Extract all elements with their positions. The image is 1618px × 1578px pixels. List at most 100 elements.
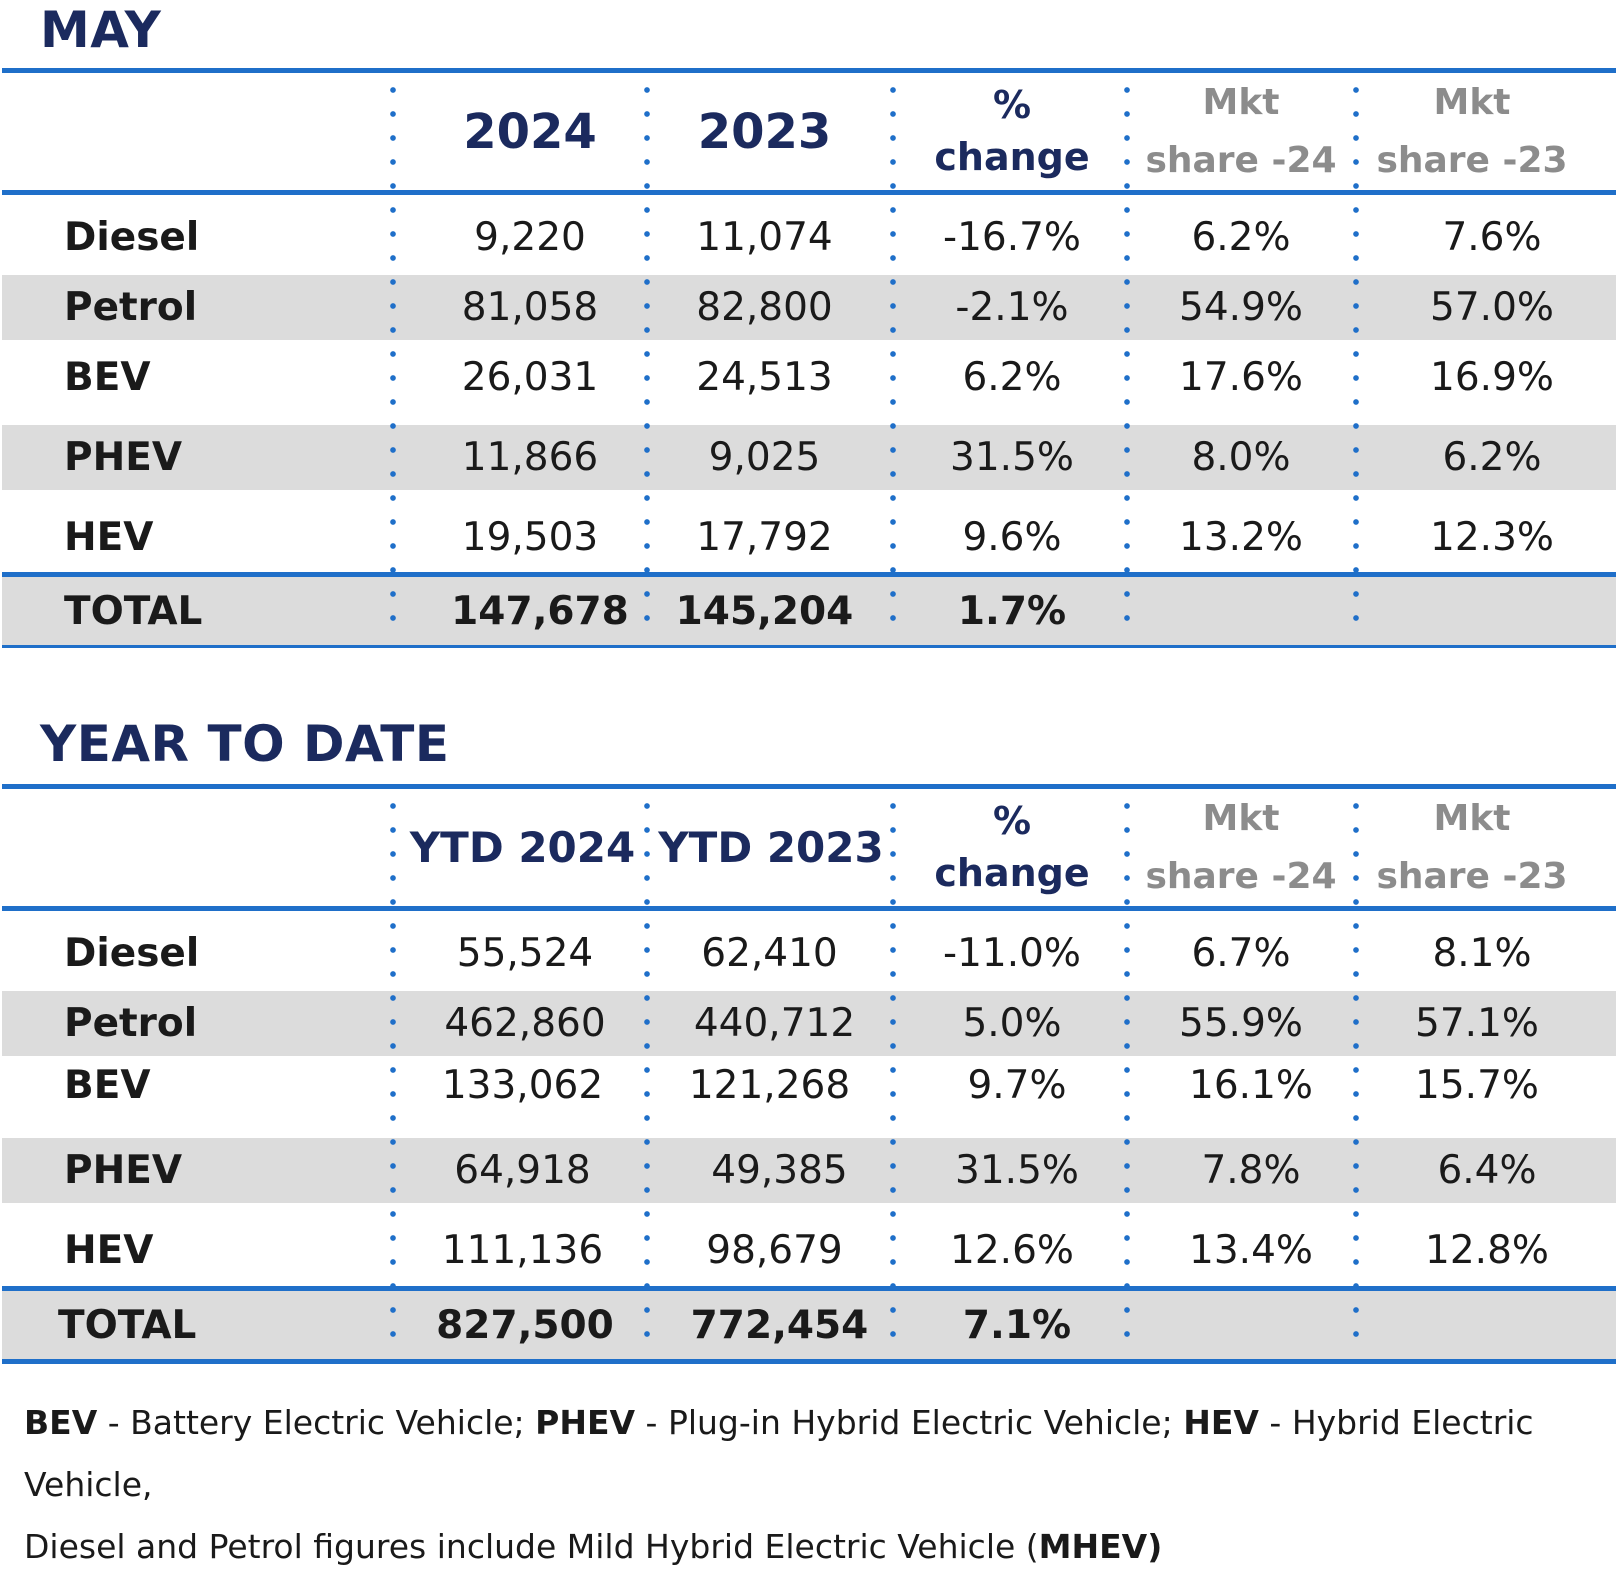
value-2024: 81,058 [461, 285, 599, 330]
col-header-change: % change [897, 73, 1127, 190]
total-top-rule [2, 572, 1616, 577]
value-change: -2.1% [955, 285, 1069, 330]
value-share-23: 57.0% [1430, 285, 1554, 330]
footnote-line2-end: ) [1147, 1527, 1163, 1566]
footnote-phev-abbr: PHEV [535, 1403, 636, 1442]
col-header-share-24-line1: Mkt [1202, 81, 1280, 123]
value-share-23: 12.8% [1425, 1228, 1549, 1273]
col-header-share-24: Mkt share -24 [1127, 73, 1355, 190]
value-ytd-2024: 55,524 [456, 931, 594, 976]
footnote-bev-abbr: BEV [24, 1403, 98, 1442]
col-header-share-24-line2: share -24 [1145, 139, 1337, 181]
col-header-change-line2: change [934, 134, 1090, 179]
column-divider [644, 78, 650, 638]
value-share-24: 6.7% [1191, 931, 1291, 976]
column-divider [1124, 794, 1130, 1354]
column-divider [390, 78, 396, 638]
value-ytd-2024: 64,918 [454, 1148, 591, 1193]
footnote-hev-abbr: HEV [1183, 1403, 1259, 1442]
table-row-diesel: Diesel 9,220 11,074 -16.7% 6.2% 7.6% [2, 200, 1616, 275]
col-header-change-line1: % [992, 799, 1032, 844]
row-label: PHEV [64, 1148, 183, 1193]
table-row-hev: HEV 19,503 17,792 9.6% 13.2% 12.3% [2, 500, 1616, 575]
total-change: 7.1% [962, 1302, 1072, 1348]
value-share-23: 7.6% [1442, 215, 1542, 260]
value-change: 5.0% [962, 1001, 1062, 1046]
value-change: 31.5% [955, 1148, 1079, 1193]
total-top-rule [2, 1286, 1616, 1291]
value-change: 31.5% [950, 435, 1074, 480]
header-top-rule [2, 68, 1616, 73]
total-2023: 145,204 [675, 588, 854, 634]
table-row-petrol: Petrol 81,058 82,800 -2.1% 54.9% 57.0% [2, 275, 1616, 340]
may-section: MAY 2024 2023 % change Mkt share -24 Mkt… [0, 0, 1618, 660]
column-divider [390, 794, 396, 1354]
value-share-23: 15.7% [1415, 1063, 1539, 1108]
value-change: 12.6% [950, 1228, 1074, 1273]
total-bottom-rule [2, 1359, 1616, 1364]
value-share-24: 8.0% [1191, 435, 1291, 480]
value-share-24: 13.4% [1189, 1228, 1313, 1273]
col-header-share-23: Mkt share -23 [1357, 789, 1587, 906]
value-share-24: 54.9% [1179, 285, 1303, 330]
value-2024: 26,031 [461, 355, 599, 400]
table-row-total: TOTAL 147,678 145,204 1.7% [2, 577, 1616, 645]
value-2024: 19,503 [461, 515, 599, 560]
footnote-line-1: BEV - Battery Electric Vehicle; PHEV - P… [24, 1392, 1604, 1516]
value-change: 9.7% [967, 1063, 1067, 1108]
value-share-24: 6.2% [1191, 215, 1291, 260]
footnote-phev-text: - Plug-in Hybrid Electric Vehicle; [635, 1403, 1184, 1442]
col-header-share-23-line1: Mkt [1433, 81, 1511, 123]
footnote: BEV - Battery Electric Vehicle; PHEV - P… [24, 1392, 1604, 1578]
table-row-bev: BEV 133,062 121,268 9.7% 16.1% 15.7% [2, 1048, 1616, 1123]
value-change: 9.6% [962, 515, 1062, 560]
footnote-bev-text: - Battery Electric Vehicle; [97, 1403, 536, 1442]
value-ytd-2023: 121,268 [688, 1063, 851, 1108]
value-2024: 11,866 [461, 435, 599, 480]
value-2023: 82,800 [696, 285, 833, 330]
value-ytd-2023: 98,679 [706, 1228, 843, 1273]
col-header-ytd-2024: YTD 2024 [409, 823, 636, 872]
section-title: YEAR TO DATE [40, 715, 450, 773]
value-2023: 17,792 [696, 515, 833, 560]
row-label: Diesel [64, 931, 200, 976]
value-ytd-2023: 62,410 [701, 931, 838, 976]
value-share-23: 16.9% [1430, 355, 1554, 400]
row-label: HEV [64, 515, 154, 560]
row-label: PHEV [64, 435, 183, 480]
row-label: BEV [64, 1063, 151, 1108]
table-row-bev: BEV 26,031 24,513 6.2% 17.6% 16.9% [2, 340, 1616, 415]
col-header-share-23-line1: Mkt [1433, 797, 1511, 839]
total-ytd-2024: 827,500 [436, 1302, 614, 1348]
column-divider [1353, 794, 1359, 1354]
value-share-24: 16.1% [1189, 1063, 1313, 1108]
value-2023: 24,513 [696, 355, 833, 400]
row-label-total: TOTAL [58, 1302, 197, 1348]
table-row-diesel: Diesel 55,524 62,410 -11.0% 6.7% 8.1% [2, 916, 1616, 991]
total-bottom-rule [2, 645, 1616, 648]
value-share-24: 7.8% [1201, 1148, 1301, 1193]
footnote-line2-text: Diesel and Petrol figures include Mild H… [24, 1527, 1039, 1566]
value-change: -11.0% [943, 931, 1081, 976]
value-share-23: 8.1% [1432, 931, 1532, 976]
header-row: 2024 2023 % change Mkt share -24 Mkt sha… [2, 73, 1616, 190]
table-row-phev: PHEV 64,918 49,385 31.5% 7.8% 6.4% [2, 1138, 1616, 1203]
col-header-2024: 2024 [463, 103, 597, 160]
col-header-change-line1: % [992, 83, 1032, 128]
col-header-2023: 2023 [697, 103, 832, 160]
column-divider [644, 794, 650, 1354]
value-share-23: 6.2% [1442, 435, 1542, 480]
col-header-share-23-line2: share -23 [1376, 855, 1568, 897]
table-row-petrol: Petrol 462,860 440,712 5.0% 55.9% 57.1% [2, 991, 1616, 1056]
value-share-24: 55.9% [1179, 1001, 1303, 1046]
value-share-23: 6.4% [1437, 1148, 1537, 1193]
total-change: 1.7% [957, 588, 1067, 634]
col-header-share-24: Mkt share -24 [1127, 789, 1355, 906]
row-label-total: TOTAL [64, 588, 203, 634]
col-header-ytd-2023: YTD 2023 [658, 823, 884, 872]
section-title: MAY [40, 1, 162, 59]
value-ytd-2024: 133,062 [441, 1063, 604, 1108]
header-top-rule [2, 784, 1616, 789]
value-2023: 9,025 [708, 435, 821, 480]
total-2024: 147,678 [451, 588, 629, 634]
